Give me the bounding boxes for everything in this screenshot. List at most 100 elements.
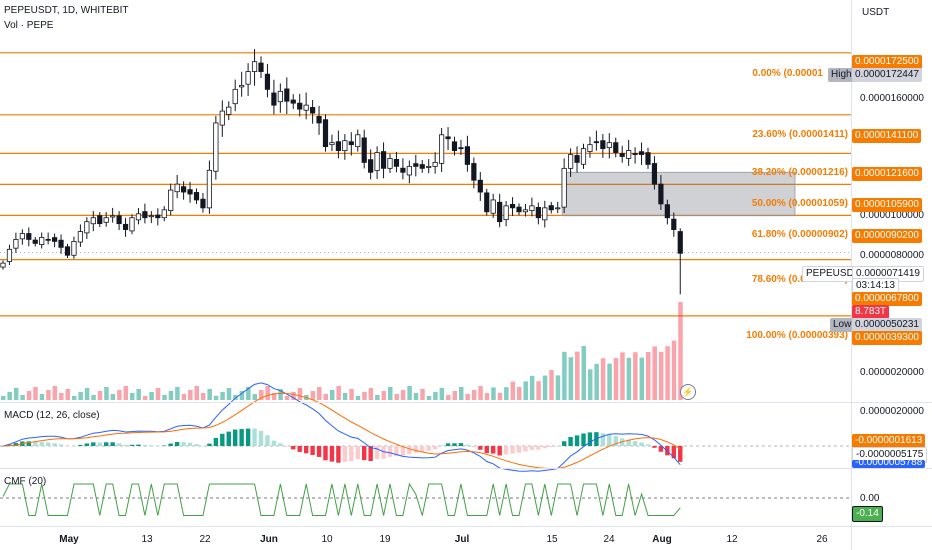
macd-histogram-bar — [168, 443, 173, 446]
macd-histogram-bar — [26, 441, 31, 446]
volume-bar — [117, 390, 122, 400]
volume-bar — [136, 389, 141, 400]
macd-histogram-bar — [478, 446, 483, 450]
macd-histogram-bar — [536, 446, 541, 450]
volume-bar — [420, 389, 425, 400]
candle-down — [58, 239, 64, 248]
fib-label-50[interactable]: 50.00% (0.00001059) — [751, 198, 848, 209]
volume-bar — [568, 357, 574, 400]
volume-bar — [97, 391, 103, 400]
lightning-icon[interactable]: ⚡ — [680, 384, 696, 400]
candle-up — [213, 122, 219, 172]
macd-histogram-bar — [149, 445, 154, 446]
volume-bar — [310, 391, 316, 400]
macd-histogram-bar — [84, 443, 90, 446]
macd-histogram-bar — [155, 445, 160, 447]
macd-histogram-bar — [142, 445, 148, 446]
macd-histogram-bar — [362, 446, 367, 461]
macd-histogram-bar — [174, 442, 180, 446]
volume-bar — [355, 396, 361, 400]
fib-label-78-6[interactable]: 78.60% (0.00000678) — [751, 274, 848, 285]
macd-histogram-bar — [639, 442, 644, 446]
fib-50-price-tag: 0.0000105900 — [852, 198, 922, 212]
candle-up — [239, 85, 245, 88]
candle-down — [180, 186, 187, 193]
candle-up — [490, 199, 496, 214]
volume-legend[interactable]: Vol · PEPE — [4, 20, 54, 31]
volume-bar — [426, 396, 432, 400]
volume-bar — [59, 393, 64, 400]
volume-bar — [207, 389, 212, 400]
candle-up — [148, 215, 154, 218]
time-label: 19 — [379, 534, 391, 545]
volume-bar — [226, 388, 232, 400]
candle-down — [187, 189, 193, 195]
cmf-pane-separator — [0, 468, 932, 469]
symbol-title[interactable]: PEPEUSDT, 1D, WHITEBIT — [4, 5, 129, 16]
candle-down — [97, 215, 103, 225]
candle-up — [161, 209, 167, 219]
macd-histogram-bar — [465, 444, 470, 446]
currency-label[interactable]: USDT — [862, 7, 890, 18]
macd-histogram-bar — [258, 430, 264, 446]
volume-bar — [149, 392, 154, 400]
macd-histogram-bar — [568, 436, 573, 446]
macd-histogram-bar — [632, 441, 638, 446]
macd-histogram-bar — [581, 433, 586, 446]
volume-bar — [194, 386, 199, 400]
fib-label-38-2[interactable]: 38.20% (0.00001216) — [751, 167, 848, 178]
candle-down — [116, 215, 122, 225]
candle-up — [432, 162, 438, 167]
macd-histogram-bar — [239, 429, 244, 446]
macd-histogram-bar — [213, 437, 219, 446]
candle-down — [309, 107, 316, 114]
macd-histogram-bar — [349, 446, 354, 462]
volume-bar — [7, 392, 12, 400]
macd-histogram-bar — [503, 446, 509, 455]
candle-down — [574, 155, 580, 163]
macd-histogram-bar — [652, 446, 657, 448]
volume-bar — [433, 392, 438, 400]
macd-histogram-bar — [33, 441, 38, 446]
volume-bar — [678, 302, 683, 400]
volume-bar — [213, 396, 219, 400]
fib-label-0[interactable]: 0.00% (0.00001 — [752, 68, 823, 79]
candle-up — [355, 134, 361, 148]
candle-up — [606, 142, 612, 149]
candle-down — [290, 99, 296, 104]
volume-bar — [555, 375, 561, 400]
macd-histogram-bar — [342, 446, 348, 462]
volume-bar — [39, 394, 45, 400]
macd-histogram-bar — [207, 443, 212, 446]
volume-bar — [33, 387, 38, 400]
cmf-legend[interactable]: CMF (20) — [4, 476, 47, 487]
volume-bar — [446, 395, 451, 400]
candle-up — [626, 150, 632, 159]
fib-0-price-tag: 0.0000172500 — [852, 55, 922, 69]
fib-label-61-8[interactable]: 61.80% (0.00000902) — [751, 229, 848, 240]
fib-label-100[interactable]: 100.00% (0.00000393) — [746, 330, 848, 341]
volume-bar — [549, 370, 554, 400]
macd-histogram-bar — [510, 446, 515, 454]
time-label: 12 — [726, 534, 738, 545]
macd-histogram-bar — [52, 443, 57, 446]
macd-histogram-bar — [549, 446, 554, 448]
volume-bar — [439, 388, 445, 400]
macd-histogram-bar — [432, 446, 438, 450]
candle-down — [651, 163, 658, 185]
macd-histogram-bar — [220, 433, 225, 446]
macd-histogram-bar — [252, 428, 257, 446]
cmf-line — [2, 482, 681, 516]
volume-bar — [497, 392, 503, 400]
macd-legend[interactable]: MACD (12, 26, close) — [4, 410, 100, 421]
candle-down — [451, 141, 458, 151]
candle-up — [387, 158, 393, 169]
macd-histogram-bar — [91, 442, 96, 446]
macd-histogram-bar — [368, 446, 373, 462]
fib-label-23-6[interactable]: 23.60% (0.00001411) — [752, 129, 848, 140]
fib-38-2-price-tag: 0.0000121600 — [852, 167, 922, 181]
candle-down — [632, 153, 638, 155]
volume-bar — [581, 346, 586, 400]
time-label: 26 — [816, 534, 828, 545]
